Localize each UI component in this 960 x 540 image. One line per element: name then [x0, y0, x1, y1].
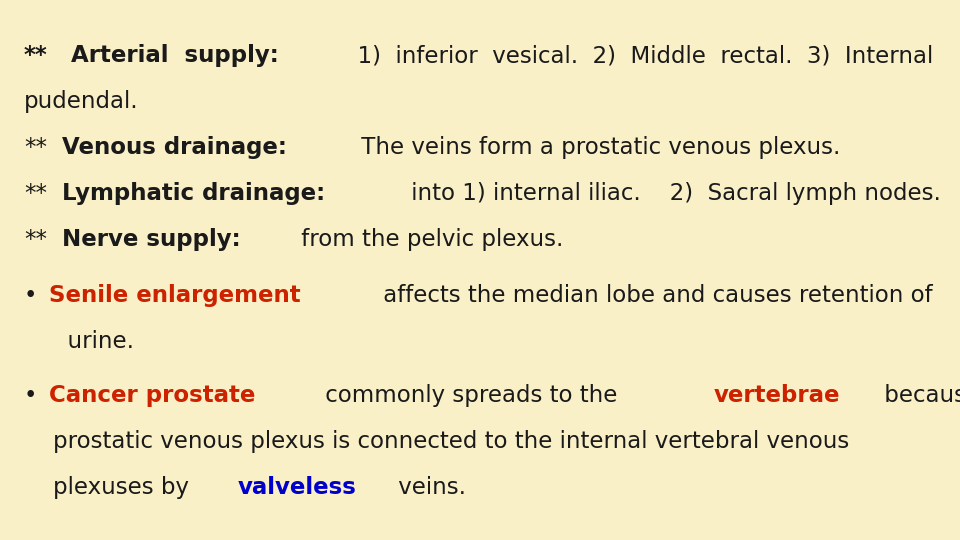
Text: into 1) internal iliac.    2)  Sacral lymph nodes.: into 1) internal iliac. 2) Sacral lymph … [403, 182, 941, 205]
Text: urine.: urine. [53, 330, 133, 353]
Text: from the pelvic plexus.: from the pelvic plexus. [295, 228, 564, 251]
Text: vertebrae: vertebrae [713, 384, 840, 407]
Text: plexuses by: plexuses by [53, 476, 196, 499]
Text: affects the median lobe and causes retention of: affects the median lobe and causes reten… [376, 285, 933, 307]
Text: 1)  inferior  vesical.  2)  Middle  rectal.  3)  Internal: 1) inferior vesical. 2) Middle rectal. 3… [344, 44, 934, 67]
Text: Venous drainage:: Venous drainage: [54, 136, 286, 159]
Text: **: ** [24, 182, 47, 205]
Text: **: ** [24, 228, 47, 251]
Text: Nerve supply:: Nerve supply: [54, 228, 240, 251]
Text: •: • [24, 384, 37, 407]
Text: veins.: veins. [391, 476, 466, 499]
Text: •: • [24, 285, 37, 307]
Text: The veins form a prostatic venous plexus.: The veins form a prostatic venous plexus… [354, 136, 841, 159]
Text: Arterial  supply:: Arterial supply: [55, 44, 278, 67]
Text: Senile enlargement: Senile enlargement [41, 285, 300, 307]
Text: pudendal.: pudendal. [24, 90, 138, 113]
Text: **: ** [24, 44, 48, 67]
Text: valveless: valveless [238, 476, 356, 499]
Text: **: ** [24, 136, 47, 159]
Text: Cancer prostate: Cancer prostate [41, 384, 255, 407]
Text: because The: because The [876, 384, 960, 407]
Text: prostatic venous plexus is connected to the internal vertebral venous: prostatic venous plexus is connected to … [53, 430, 849, 453]
Text: commonly spreads to the: commonly spreads to the [318, 384, 625, 407]
Text: Lymphatic drainage:: Lymphatic drainage: [54, 182, 324, 205]
